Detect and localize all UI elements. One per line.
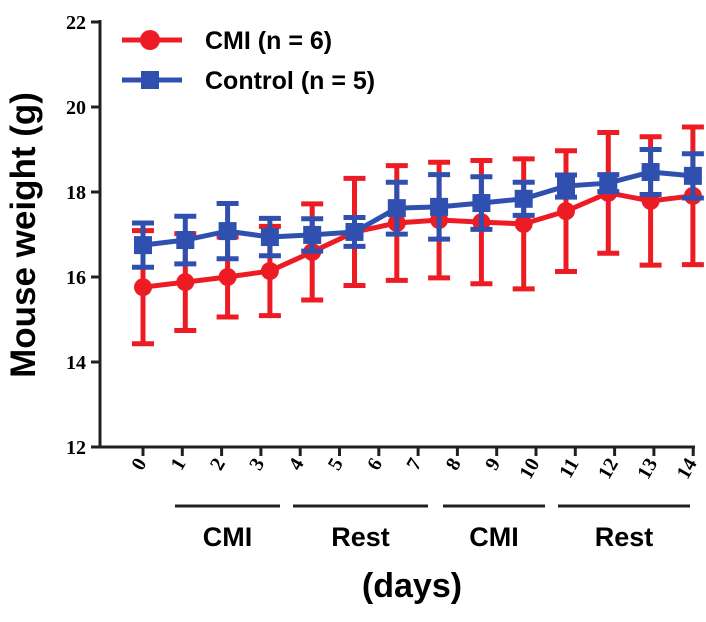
x-tick-label: 11 (555, 455, 584, 482)
data-point (176, 231, 195, 250)
data-point (557, 177, 575, 196)
data-point (345, 222, 364, 241)
data-point (260, 228, 279, 247)
data-point (683, 166, 702, 185)
data-point (599, 174, 618, 193)
x-tick-label: 10 (515, 455, 544, 483)
data-point (514, 214, 533, 233)
phase-label: Rest (595, 522, 654, 552)
y-tick-label: 20 (66, 97, 86, 119)
x-tick-label: 5 (324, 455, 348, 475)
phase-label: CMI (203, 522, 253, 552)
x-tick-label: 0 (127, 455, 151, 475)
data-point (134, 278, 152, 297)
x-tick-label: 14 (672, 455, 701, 483)
y-tick-label: 12 (66, 437, 86, 459)
series-1 (132, 147, 704, 270)
legend: CMI (n = 6) Control (n = 5) (122, 27, 375, 95)
data-point (387, 199, 406, 218)
x-tick-label: 6 (363, 455, 387, 475)
x-tick-label: 1 (167, 455, 191, 475)
data-point (218, 268, 237, 286)
y-tick-label: 14 (66, 352, 86, 374)
y-axis-label: Mouse weight (g) (4, 92, 43, 378)
legend-cmi-marker (140, 30, 160, 50)
phase-label: CMI (469, 522, 519, 552)
data-point (218, 222, 237, 241)
legend-cmi-label: CMI (n = 6) (205, 27, 332, 55)
x-tick-label: 13 (633, 455, 662, 483)
y-tick-label: 18 (66, 182, 86, 204)
x-axis-label: (days) (362, 567, 462, 605)
data-point (303, 225, 322, 244)
phase-label: Rest (331, 522, 390, 552)
y-tick-label: 16 (66, 267, 86, 289)
data-point (134, 236, 152, 255)
data-point (641, 163, 660, 182)
data-point (430, 197, 449, 216)
data-point (176, 273, 195, 292)
y-tick-label: 22 (66, 12, 86, 34)
data-point (514, 189, 533, 208)
legend-control-label: Control (n = 5) (205, 67, 375, 95)
data-point (472, 194, 491, 213)
x-tick-label: 3 (245, 455, 269, 475)
x-tick-label: 8 (442, 455, 466, 475)
x-tick-label: 2 (206, 455, 230, 475)
legend-control-marker (141, 71, 159, 89)
data-point (260, 262, 279, 281)
x-tick-label: 12 (594, 455, 623, 483)
x-tick-label: 7 (402, 455, 426, 475)
data-point (557, 202, 575, 221)
x-tick-label: 4 (284, 455, 308, 475)
x-tick-label: 9 (481, 455, 505, 475)
